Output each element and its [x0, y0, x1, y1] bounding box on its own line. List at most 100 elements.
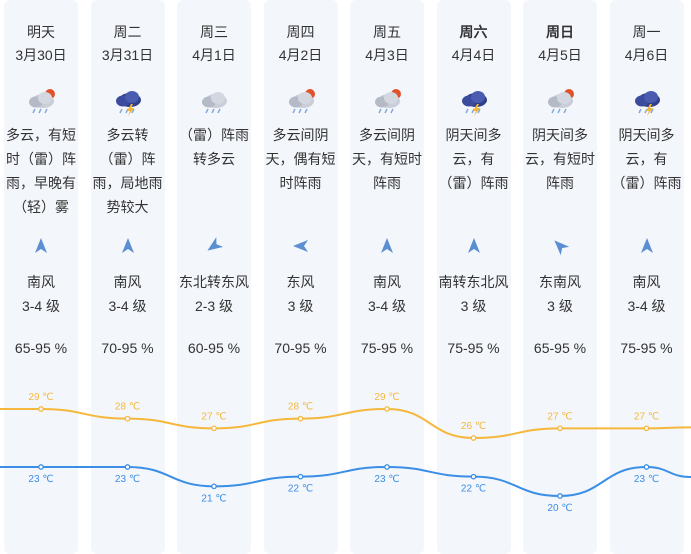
- arrow-southwest-icon: [177, 236, 251, 256]
- high-temp-point: [124, 415, 131, 422]
- arrow-up-icon: [4, 236, 78, 256]
- low-temp-label: 22 ℃: [288, 484, 313, 495]
- humidity: 60-95 %: [187, 340, 241, 356]
- high-temp-label: 27 ℃: [634, 411, 659, 422]
- high-temp-point: [384, 406, 390, 412]
- high-temp-point: [643, 425, 650, 432]
- arrow-up-icon: [91, 236, 165, 256]
- wind-level: 3-4 级: [21, 298, 61, 314]
- arrow-up-icon: [437, 236, 511, 256]
- wind-direction: 南风: [27, 274, 55, 290]
- weather-description: 多云间阴天，有短时阵雨: [352, 127, 422, 191]
- thunderstorm-icon: [610, 84, 684, 116]
- day-column: 周二 3月31日 多云转（雷）阵雨，局地雨势较大 南风 3-4 级 70-95 %: [90, 0, 165, 554]
- day-label: 周五: [373, 24, 401, 40]
- low-temp-point: [470, 473, 477, 480]
- high-temp-point: [211, 425, 217, 432]
- date-label: 4月1日: [192, 47, 236, 63]
- day-label: 周三: [200, 24, 228, 40]
- wind-level: 3-4 级: [627, 298, 666, 314]
- cloud-sun-rain-icon: [523, 84, 597, 114]
- cloud-sun-rain-icon: [4, 84, 78, 114]
- high-temp-line: [0, 407, 691, 440]
- date-label: 4月3日: [365, 47, 409, 63]
- weather-description: 阴天间多云，有（雷）阵雨: [438, 127, 509, 191]
- day-column: 周日 4月5日阴天间多云，有短时阵雨东南风 3 级 65-95 %: [523, 0, 597, 554]
- date-label: 3月31日: [101, 47, 154, 63]
- weather-description: 阴天间多云，有（雷）阵雨: [611, 127, 682, 191]
- wind-direction: 南风: [113, 274, 142, 290]
- high-temp-label: 29 ℃: [28, 392, 53, 403]
- humidity: 75-95 %: [360, 340, 414, 356]
- weather-description: 阴天间多云，有短时阵雨: [525, 127, 595, 191]
- wind-level: 3 级: [287, 298, 314, 314]
- date-label: 4月4日: [451, 47, 496, 63]
- low-temp-point: [643, 464, 650, 470]
- high-temp-point: [470, 435, 477, 441]
- day-label: 明天: [27, 24, 55, 40]
- high-temp-label: 27 ℃: [201, 411, 226, 422]
- low-temp-point: [384, 464, 390, 470]
- wind-level: 2-3 级: [194, 298, 234, 314]
- low-temp-point: [124, 464, 131, 470]
- weather-description: 多云，有短时（雷）阵雨，早晚有（轻）雾: [6, 127, 76, 215]
- day-column: 周三 4月1日 （雷）阵雨转多云东北转东风 2-3 级 60-95 %: [177, 0, 251, 554]
- day-column: 周四 4月2日多云间阴天，偶有短时阵雨东风 3 级 70-95 %: [263, 0, 338, 554]
- temperature-chart: 29 ℃ 28 ℃ 27 ℃ 28 ℃ 29 ℃ 26 ℃ 27 ℃ 27 ℃ 23 ℃ 23 ℃…: [0, 392, 691, 514]
- date-label: 4月6日: [624, 47, 669, 63]
- thunderstorm-icon: [437, 84, 511, 116]
- day-label: 周四: [286, 24, 315, 40]
- high-temp-label: 26 ℃: [461, 421, 486, 432]
- wind-level: 3 级: [547, 298, 573, 314]
- day-label: 周六: [459, 24, 488, 40]
- low-temp-label: 23 ℃: [28, 474, 53, 485]
- low-temp-label: 22 ℃: [461, 484, 486, 495]
- cloud-sun-rain-icon: [264, 84, 338, 114]
- weather-description: 多云转（雷）阵雨，局地雨势较大: [92, 127, 163, 215]
- date-label: 3月30日: [15, 47, 67, 63]
- arrow-up-icon: [350, 236, 424, 256]
- day-label: 周二: [113, 24, 142, 40]
- high-temp-point: [557, 425, 563, 432]
- arrow-up-icon: [610, 236, 684, 256]
- humidity: 70-95 %: [274, 340, 327, 356]
- high-temp-label: 28 ℃: [288, 402, 313, 413]
- humidity: 70-95 %: [101, 340, 154, 356]
- wind-direction: 东北转东风: [179, 274, 249, 290]
- wind-direction: 南风: [632, 274, 661, 290]
- cloud-rain-icon: [177, 84, 251, 114]
- day-column: 周一 4月6日阴天间多云，有（雷）阵雨南风 3-4 级 75-95 %: [609, 0, 684, 554]
- day-column: 周五 4月3日 多云间阴天，有短时阵雨 南风 3-4 级 75-95 %: [350, 0, 424, 554]
- wind-level: 3-4 级: [367, 298, 407, 314]
- day-column: 明天 3月30日多云，有短时（雷）阵雨，早晚有（轻）雾南风 3-4 级 65-95 %: [4, 0, 78, 554]
- wind-level: 3 级: [460, 298, 487, 314]
- low-temp-point: [38, 464, 44, 470]
- weather-description: 多云间阴天，偶有短时阵雨: [265, 127, 336, 191]
- date-label: 4月5日: [538, 47, 582, 63]
- humidity: 65-95 %: [533, 340, 587, 356]
- humidity: 65-95 %: [14, 340, 68, 356]
- low-temp-point: [211, 483, 217, 490]
- wind-direction: 东风: [286, 274, 315, 290]
- wind-direction: 东南风: [539, 274, 581, 290]
- weather-description: （雷）阵雨转多云: [179, 127, 249, 167]
- low-temp-point: [557, 493, 563, 499]
- arrow-northwest-icon: [523, 236, 597, 256]
- low-temp-point: [297, 473, 304, 480]
- humidity: 75-95 %: [620, 340, 673, 356]
- humidity: 75-95 %: [447, 340, 500, 356]
- day-label: 周日: [546, 24, 574, 40]
- day-label: 周一: [632, 24, 661, 40]
- low-temp-label: 23 ℃: [374, 474, 399, 485]
- low-temp-label: 20 ℃: [547, 503, 572, 514]
- low-temp-label: 23 ℃: [115, 474, 140, 485]
- high-temp-label: 29 ℃: [374, 392, 399, 403]
- high-temp-label: 27 ℃: [547, 411, 572, 422]
- low-temp-label: 23 ℃: [634, 474, 659, 485]
- low-temp-label: 21 ℃: [201, 493, 226, 504]
- low-temp-line: [0, 465, 691, 498]
- day-column: 周六 4月4日 阴天间多云，有（雷）阵雨 南转东北风 3 级 75-95 %: [436, 0, 511, 554]
- high-temp-point: [38, 406, 44, 412]
- date-label: 4月2日: [278, 47, 323, 63]
